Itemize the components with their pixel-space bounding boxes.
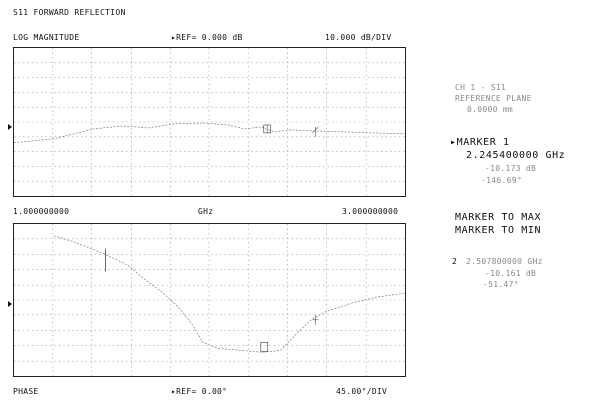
marker-2-frequency: 2.507800000 GHz bbox=[466, 257, 543, 266]
phase-marker-2-symbol bbox=[312, 314, 319, 325]
reference-plane-value: 0.0000 mm bbox=[467, 105, 514, 114]
marker-1-label-text: MARKER 1 bbox=[456, 137, 510, 148]
marker-1-phase: -146.69° bbox=[481, 176, 522, 185]
log-magnitude-graticule bbox=[14, 48, 405, 196]
frequency-unit: GHz bbox=[198, 207, 214, 216]
marker-to-max-softkey[interactable]: MARKER TO MAX bbox=[455, 212, 542, 223]
log-magnitude-trace bbox=[14, 122, 405, 144]
phase-plot bbox=[13, 223, 406, 377]
marker-1-magnitude: -10.173 dB bbox=[485, 164, 537, 173]
bottom-reference-pointer bbox=[8, 301, 12, 307]
marker-2-index: 2 bbox=[452, 257, 458, 266]
marker-1-label[interactable]: ▸MARKER 1 bbox=[450, 137, 510, 148]
channel-label: CH 1 - S11 bbox=[455, 83, 507, 92]
top-reference-pointer bbox=[8, 124, 12, 130]
phase-marker-1-symbol bbox=[260, 342, 269, 352]
top-trace-format: LOG MAGNITUDE bbox=[13, 33, 80, 42]
top-trace-scale: 10.000 dB/DIV bbox=[325, 33, 392, 42]
marker-2-magnitude: -10.161 dB bbox=[485, 269, 537, 278]
top-trace-reference: ▸REF= 0.000 dB bbox=[171, 33, 243, 42]
marker-2-symbol bbox=[312, 126, 319, 137]
top-reference-value: REF= 0.000 dB bbox=[176, 33, 243, 42]
reference-plane-label: REFERENCE PLANE bbox=[455, 94, 532, 103]
stop-frequency: 3.000000000 bbox=[342, 207, 399, 216]
bottom-trace-scale: 45.00°/DIV bbox=[336, 387, 388, 396]
marker-2-phase: -51.47° bbox=[483, 280, 519, 289]
screen-title: S11 FORWARD REFLECTION bbox=[13, 8, 126, 17]
phase-trace bbox=[53, 235, 405, 353]
start-frequency: 1.000000000 bbox=[13, 207, 70, 216]
bottom-trace-format: PHASE bbox=[13, 387, 39, 396]
bottom-reference-value: REF= 0.00° bbox=[176, 387, 228, 396]
bottom-trace-reference: ▸REF= 0.00° bbox=[171, 387, 228, 396]
marker-1-frequency: 2.245400000 GHz bbox=[466, 150, 566, 161]
marker-to-min-softkey[interactable]: MARKER TO MIN bbox=[455, 225, 542, 236]
log-magnitude-plot bbox=[13, 47, 406, 197]
phase-graticule bbox=[14, 224, 405, 376]
